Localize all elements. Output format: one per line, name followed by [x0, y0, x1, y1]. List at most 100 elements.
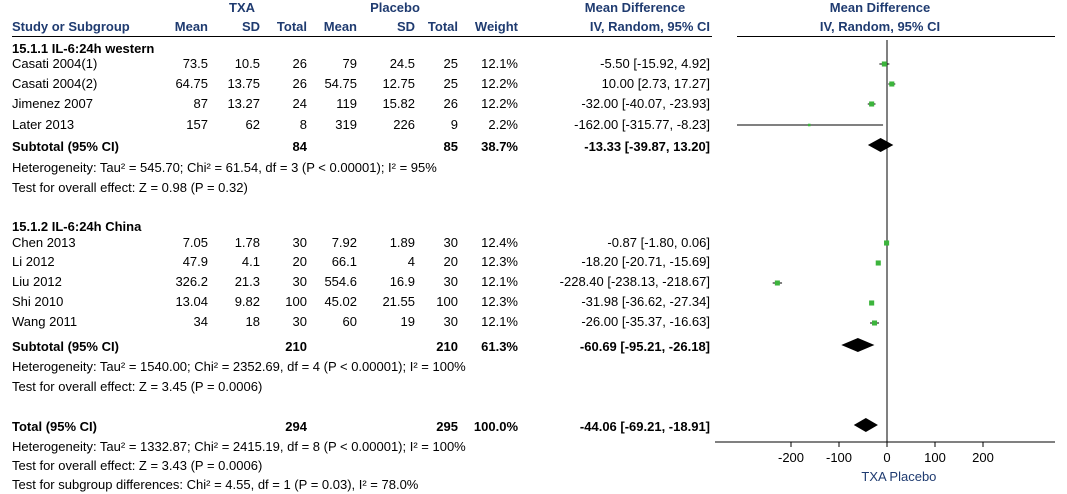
mean-difference-ci: -18.20 [-20.71, -15.69]	[581, 254, 710, 269]
txa-mean: 157	[186, 117, 208, 132]
mean-difference-ci: -228.40 [-238.13, -218.67]	[559, 274, 710, 289]
mean-difference-ci: -32.00 [-40.07, -23.93]	[581, 96, 710, 111]
weight: 12.1%	[481, 274, 518, 289]
txa-sd: 62	[245, 117, 260, 132]
weight: 12.4%	[481, 235, 518, 250]
mean-difference-ci: -0.87 [-1.80, 0.06]	[607, 235, 710, 250]
weight: 12.2%	[481, 76, 518, 91]
col-weight: Weight	[474, 19, 518, 34]
total-ci: -44.06 [-69.21, -18.91]	[579, 419, 710, 434]
placebo-total: 30	[443, 235, 458, 250]
study-square	[889, 81, 895, 87]
txa-total: 26	[292, 76, 307, 91]
total-total2: 295	[436, 419, 458, 434]
txa-mean: 47.9	[182, 254, 208, 269]
txa-mean: 64.75	[175, 76, 208, 91]
group2-header: Placebo	[370, 0, 420, 15]
subgroup-title: 15.1.2 IL-6:24h China	[12, 219, 142, 234]
study-name: Jimenez 2007	[12, 96, 93, 111]
pooled-diamond	[841, 338, 875, 352]
placebo-mean: 319	[335, 117, 357, 132]
placebo-mean: 79	[342, 56, 357, 71]
txa-total: 30	[292, 274, 307, 289]
txa-total: 100	[285, 294, 307, 309]
placebo-mean: 60	[342, 314, 357, 329]
placebo-sd: 15.82	[382, 96, 415, 111]
txa-total: 30	[292, 314, 307, 329]
study-name: Casati 2004(2)	[12, 76, 98, 91]
study-name: Liu 2012	[12, 274, 62, 289]
col-mean2: Mean	[323, 19, 357, 34]
subgroup-title: 15.1.1 IL-6:24h western	[12, 41, 155, 56]
txa-sd: 9.82	[234, 294, 260, 309]
weight: 12.3%	[481, 294, 518, 309]
study-name: Li 2012	[12, 254, 55, 269]
study-square	[884, 240, 890, 246]
subtotal-ci: -13.33 [-39.87, 13.20]	[584, 139, 710, 154]
subtotal-ci: -60.69 [-95.21, -26.18]	[579, 339, 710, 354]
txa-total: 24	[292, 96, 307, 111]
placebo-sd: 19	[400, 314, 415, 329]
overall-effect-text: Test for overall effect: Z = 3.45 (P = 0…	[12, 379, 263, 394]
study-name: Shi 2010	[12, 294, 64, 309]
total-overall-effect-text: Test for overall effect: Z = 3.43 (P = 0…	[12, 458, 263, 473]
x-tick-label: -200	[778, 450, 804, 465]
col-total2: Total	[427, 19, 458, 34]
mean-difference-ci: 10.00 [2.73, 17.27]	[601, 76, 710, 91]
study-square	[881, 61, 887, 67]
weight: 12.1%	[481, 314, 518, 329]
mean-difference-ci: -5.50 [-15.92, 4.92]	[600, 56, 710, 71]
txa-mean: 7.05	[182, 235, 208, 250]
placebo-mean: 66.1	[331, 254, 357, 269]
favours-txa-label: TXA	[861, 469, 887, 484]
header-rule-right	[737, 36, 1055, 37]
placebo-total: 100	[436, 294, 458, 309]
md-title: Mean Difference	[584, 0, 686, 15]
mean-difference-ci: -162.00 [-315.77, -8.23]	[574, 117, 710, 132]
placebo-sd: 16.9	[389, 274, 415, 289]
subgroup-difference-text: Test for subgroup differences: Chi² = 4.…	[12, 477, 419, 492]
study-square	[869, 300, 875, 306]
plot-method: IV, Random, 95% CI	[819, 19, 941, 34]
subtotal-total2: 85	[443, 139, 458, 154]
placebo-sd: 12.75	[382, 76, 415, 91]
header-rule-left	[12, 36, 712, 37]
txa-total: 8	[299, 117, 307, 132]
plot-title: Mean Difference	[829, 0, 931, 15]
overall-effect-text: Test for overall effect: Z = 0.98 (P = 0…	[12, 180, 248, 195]
txa-mean: 34	[193, 314, 208, 329]
subtotal-total2: 210	[436, 339, 458, 354]
weight: 2.2%	[488, 117, 518, 132]
txa-sd: 21.3	[234, 274, 260, 289]
study-name: Casati 2004(1)	[12, 56, 98, 71]
txa-total: 20	[292, 254, 307, 269]
placebo-mean: 54.75	[324, 76, 357, 91]
placebo-sd: 226	[393, 117, 415, 132]
mean-difference-ci: -26.00 [-35.37, -16.63]	[581, 314, 710, 329]
placebo-sd: 4	[407, 254, 415, 269]
forest-plot-marks: -200 -100 0 100 200 TXA Placebo	[715, 40, 1055, 484]
subtotal-weight: 61.3%	[481, 339, 518, 354]
placebo-total: 25	[443, 76, 458, 91]
placebo-mean: 45.02	[324, 294, 357, 309]
favours-placebo-label: Placebo	[889, 469, 936, 484]
subtotal-label: Subtotal (95% CI)	[12, 339, 119, 354]
col-sd1: SD	[241, 19, 260, 34]
placebo-total: 20	[443, 254, 458, 269]
txa-total: 26	[292, 56, 307, 71]
placebo-mean: 119	[336, 96, 357, 111]
study-name: Chen 2013	[12, 235, 76, 250]
placebo-sd: 21.55	[382, 294, 415, 309]
txa-sd: 1.78	[234, 235, 260, 250]
txa-mean: 73.5	[182, 56, 208, 71]
placebo-total: 9	[450, 117, 458, 132]
placebo-sd: 1.89	[389, 235, 415, 250]
weight: 12.1%	[481, 56, 518, 71]
study-square	[774, 280, 780, 286]
total-label: Total (95% CI)	[12, 419, 97, 434]
x-tick-label: -100	[826, 450, 852, 465]
txa-sd: 13.27	[227, 96, 260, 111]
study-name: Later 2013	[12, 117, 75, 132]
col-total1: Total	[276, 19, 307, 34]
